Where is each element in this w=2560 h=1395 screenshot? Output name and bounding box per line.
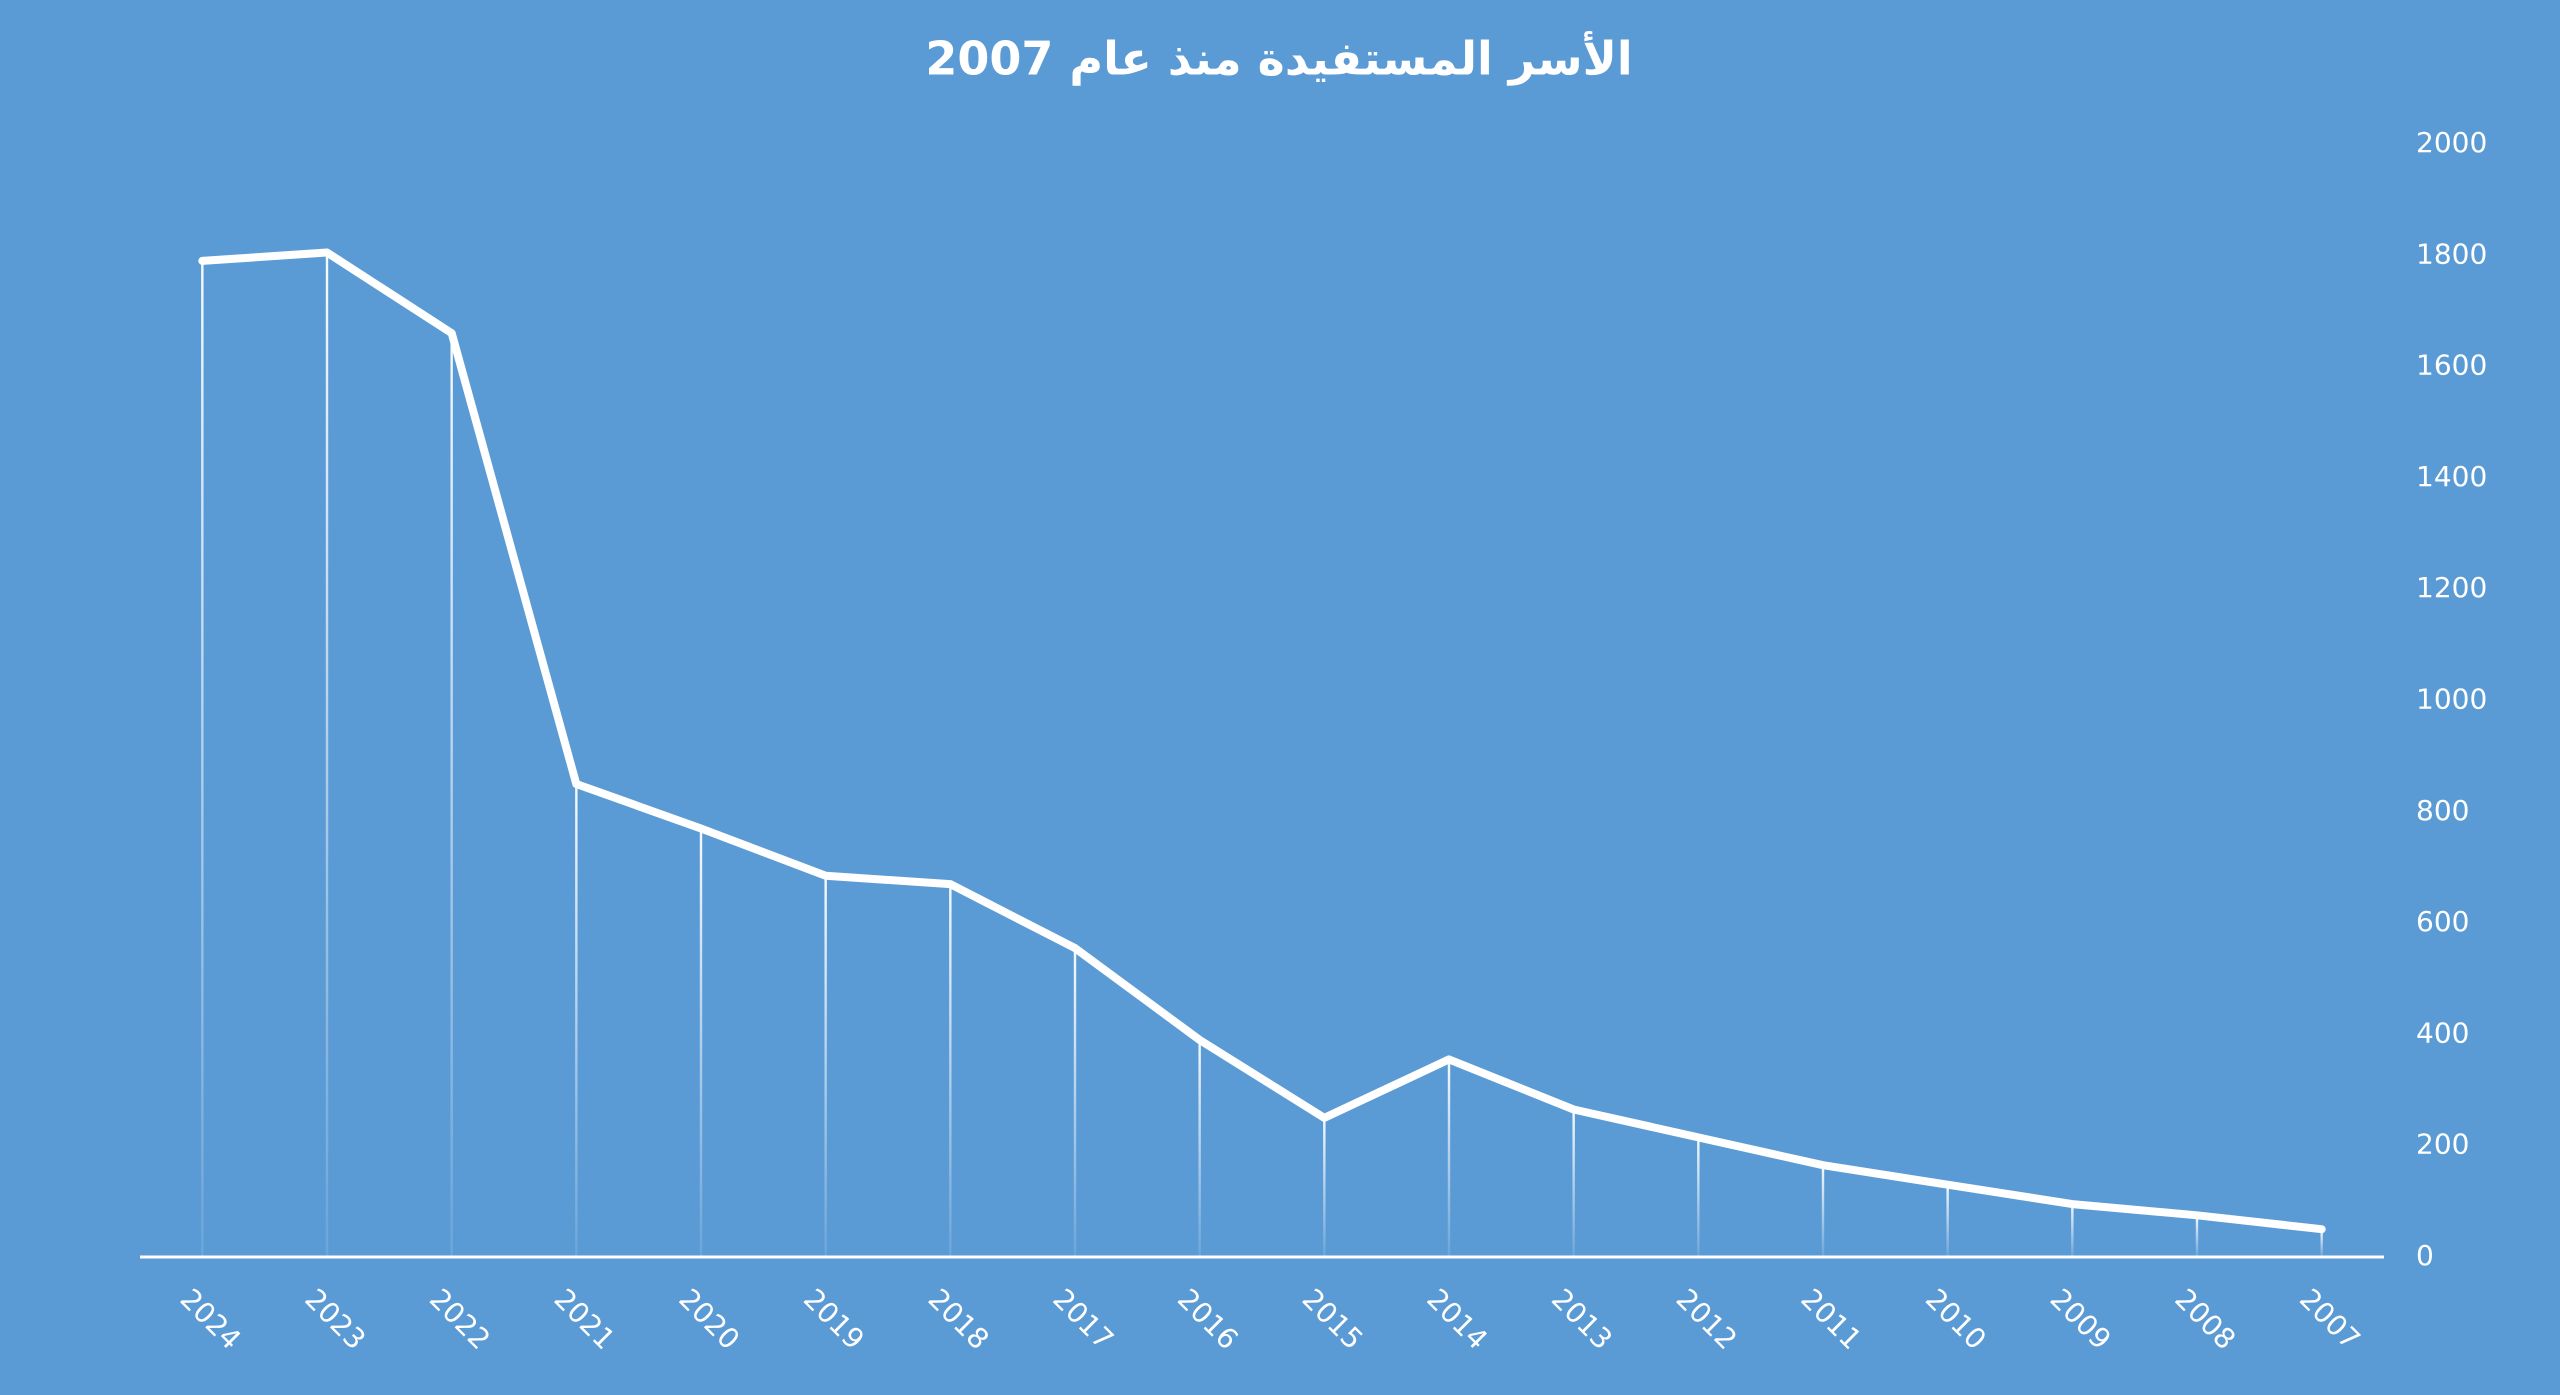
drop-line [1946,1184,1949,1257]
drop-line [1697,1137,1700,1257]
drop-line [575,783,578,1257]
drop-line [2071,1204,2074,1257]
drop-line [325,252,329,1257]
y-tick-label: 800 [2416,794,2469,827]
drop-line [2195,1215,2199,1257]
y-tick-label: 1200 [2416,571,2487,604]
y-tick-label: 1800 [2416,237,2487,270]
drop-line [824,875,827,1257]
drop-line [1198,1039,1201,1257]
chart-title: الأسر المستفيدة منذ عام 2007 [925,31,1632,86]
y-tick-label: 200 [2416,1128,2469,1161]
drop-line [1073,948,1077,1257]
y-tick-label: 2000 [2416,126,2487,159]
y-tick-label: 1600 [2416,349,2487,382]
drop-line [1572,1109,1575,1257]
data-line [198,248,2326,1234]
drop-line [450,333,453,1258]
y-tick-label: 0 [2416,1239,2434,1272]
y-tick-label: 1000 [2416,683,2487,716]
y-tick-label: 600 [2416,905,2469,938]
drop-line [1323,1117,1326,1257]
drop-line [699,828,703,1257]
drop-line [201,260,204,1257]
drop-line [2320,1229,2323,1257]
drop-line [1447,1059,1451,1257]
y-tick-label: 1400 [2416,460,2487,493]
y-tick-label: 400 [2416,1016,2469,1049]
drop-line [1821,1165,1825,1257]
drop-line [949,884,952,1257]
